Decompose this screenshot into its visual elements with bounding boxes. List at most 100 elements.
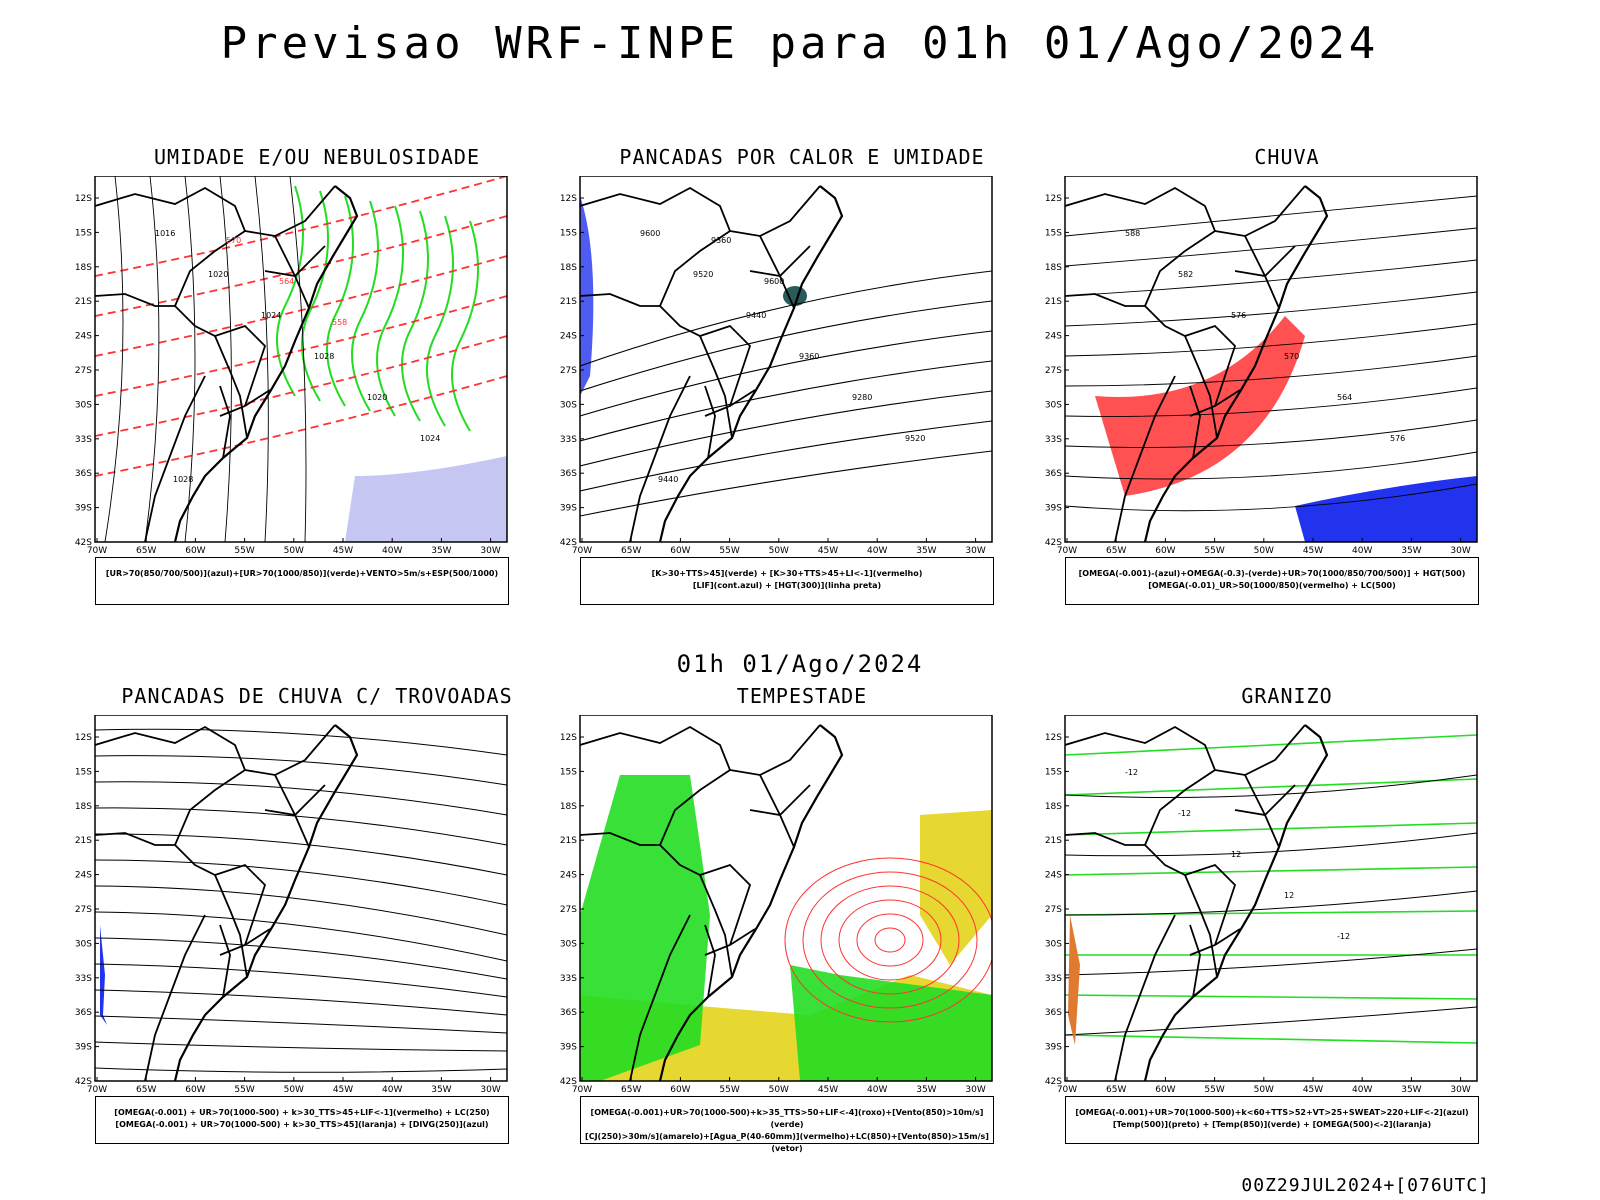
- lon-tick-label: 45W: [818, 1085, 838, 1095]
- lat-tick-label: 30S: [560, 400, 577, 410]
- contour-label: 9280: [852, 393, 872, 402]
- hgt500-contour: [1065, 195, 1477, 237]
- lon-tick-label: 40W: [382, 546, 402, 556]
- lon-tick-label: 60W: [185, 546, 205, 556]
- panel-legend: [OMEGA(-0.001)+UR>70(1000-500)+k<60+TTS>…: [1065, 1096, 1479, 1144]
- lon-tick-label: 60W: [1155, 1085, 1175, 1095]
- lon-tick-label: 50W: [769, 546, 789, 556]
- country-border: [704, 924, 716, 998]
- lon-tick-label: 55W: [719, 1085, 739, 1095]
- lat-tick-label: 30S: [1045, 939, 1062, 949]
- divergence-blue-area: [100, 925, 107, 1025]
- lat-tick-label: 39S: [560, 504, 577, 514]
- humidity-green-contour: [401, 210, 429, 422]
- lat-tick-label: 42S: [75, 1077, 92, 1087]
- contour-label: -12: [1125, 768, 1138, 777]
- lon-tick-label: 65W: [621, 546, 641, 556]
- lat-tick-label: 15S: [75, 767, 92, 777]
- lon-tick-label: 30W: [965, 546, 985, 556]
- humidity-green-contour: [376, 205, 404, 417]
- streamline-250: [95, 807, 507, 846]
- legend-line: [OMEGA(-0.001) + UR>70(1000-500) + k>30_…: [114, 1108, 490, 1117]
- legend-line: [OMEGA(-0.001)-(azul)+OMEGA(-0.3)-(verde…: [1078, 569, 1466, 578]
- hgt300-contour: [580, 360, 992, 442]
- lat-tick-label: 39S: [75, 1043, 92, 1053]
- weather-map: -12 -12 12 12 -12 12S 15S 18S 21S 24S 27S 30S 33S 36S…: [1045, 715, 1478, 1095]
- country-border: [95, 293, 175, 307]
- lon-tick-label: 30W: [480, 546, 500, 556]
- country-border: [1144, 305, 1237, 407]
- country-border: [1234, 245, 1296, 277]
- streamline-250: [95, 963, 507, 998]
- hgt500-contour: [1065, 419, 1477, 448]
- lon-tick-label: 55W: [719, 546, 739, 556]
- lat-tick-label: 39S: [1045, 1043, 1062, 1053]
- rain-blue-area: [1295, 476, 1477, 542]
- contour-label: 558: [332, 318, 347, 327]
- country-border: [1184, 335, 1218, 439]
- lon-tick-label: 45W: [1303, 546, 1323, 556]
- country-border: [174, 844, 267, 946]
- contour-label: 12: [1231, 850, 1241, 859]
- hgt300-contour: [580, 450, 992, 517]
- lon-tick-label: 70W: [572, 1085, 592, 1095]
- pressure-contour: [104, 176, 124, 542]
- country-border: [1184, 874, 1218, 978]
- map-panel: UMIDADE E/OU NEBULOSIDADE 1016 1020 1024 102…: [72, 145, 562, 645]
- lon-tick-label: 65W: [136, 546, 156, 556]
- lat-tick-label: 24S: [1045, 332, 1062, 342]
- temp500-black-contour: [1065, 1006, 1477, 1036]
- lon-tick-label: 45W: [818, 546, 838, 556]
- lat-tick-label: 24S: [1045, 871, 1062, 881]
- streamline-250: [95, 937, 507, 980]
- hgt500-contour: [1065, 227, 1477, 267]
- humidity-green-contour: [351, 200, 379, 412]
- coastline: [658, 185, 844, 542]
- lat-tick-label: 42S: [1045, 1077, 1062, 1087]
- legend-line: [OMEGA(-0.001)+UR>70(1000-500)+k>35_TTS>…: [590, 1108, 984, 1129]
- lat-tick-label: 42S: [560, 538, 577, 548]
- contour-label: 12: [1284, 891, 1294, 900]
- country-border: [244, 185, 336, 237]
- lat-tick-label: 12S: [1045, 194, 1062, 204]
- pressure-contour: [184, 176, 196, 542]
- lon-tick-label: 45W: [1303, 1085, 1323, 1095]
- lat-tick-label: 30S: [560, 939, 577, 949]
- lon-tick-label: 60W: [1155, 546, 1175, 556]
- contour-label: 582: [1178, 270, 1193, 279]
- page-title: Previsao WRF-INPE para 01h 01/Ago/2024: [220, 18, 1380, 69]
- country-border: [729, 724, 821, 776]
- streamline-850: [838, 899, 942, 981]
- lon-tick-label: 35W: [431, 1085, 451, 1095]
- weather-map: 588 582 576 570 564 576 12S 15S 18S 21S 24S 27S 30S 3…: [1045, 176, 1478, 556]
- humidity-green-contour: [451, 220, 479, 432]
- country-border: [95, 186, 247, 307]
- lon-tick-label: 35W: [1401, 546, 1421, 556]
- country-border: [699, 874, 733, 978]
- lat-tick-label: 12S: [1045, 733, 1062, 743]
- lat-tick-label: 39S: [560, 1043, 577, 1053]
- pressure-contour: [219, 176, 232, 542]
- lat-tick-label: 21S: [1045, 297, 1062, 307]
- lat-tick-label: 27S: [75, 366, 92, 376]
- contour-label: 570: [226, 236, 241, 245]
- lat-tick-label: 18S: [75, 802, 92, 812]
- map-frame: [1064, 715, 1478, 1082]
- lon-tick-label: 40W: [867, 1085, 887, 1095]
- temp500-black-contour: [1065, 948, 1477, 976]
- coastline: [658, 724, 844, 1081]
- contour-label: 9440: [658, 475, 678, 484]
- country-border: [580, 832, 660, 846]
- lat-tick-label: 24S: [560, 332, 577, 342]
- lat-tick-label: 21S: [1045, 836, 1062, 846]
- country-border: [1189, 385, 1201, 459]
- lat-tick-label: 18S: [1045, 802, 1062, 812]
- country-border: [729, 185, 821, 237]
- lon-tick-label: 65W: [621, 1085, 641, 1095]
- panel-title: CHUVA: [1254, 145, 1320, 169]
- lon-tick-label: 55W: [1204, 1085, 1224, 1095]
- country-border: [704, 385, 716, 459]
- country-border: [580, 186, 732, 307]
- legend-line: [OMEGA(-0.001)+UR>70(1000-500)+k<60+TTS>…: [1075, 1108, 1469, 1117]
